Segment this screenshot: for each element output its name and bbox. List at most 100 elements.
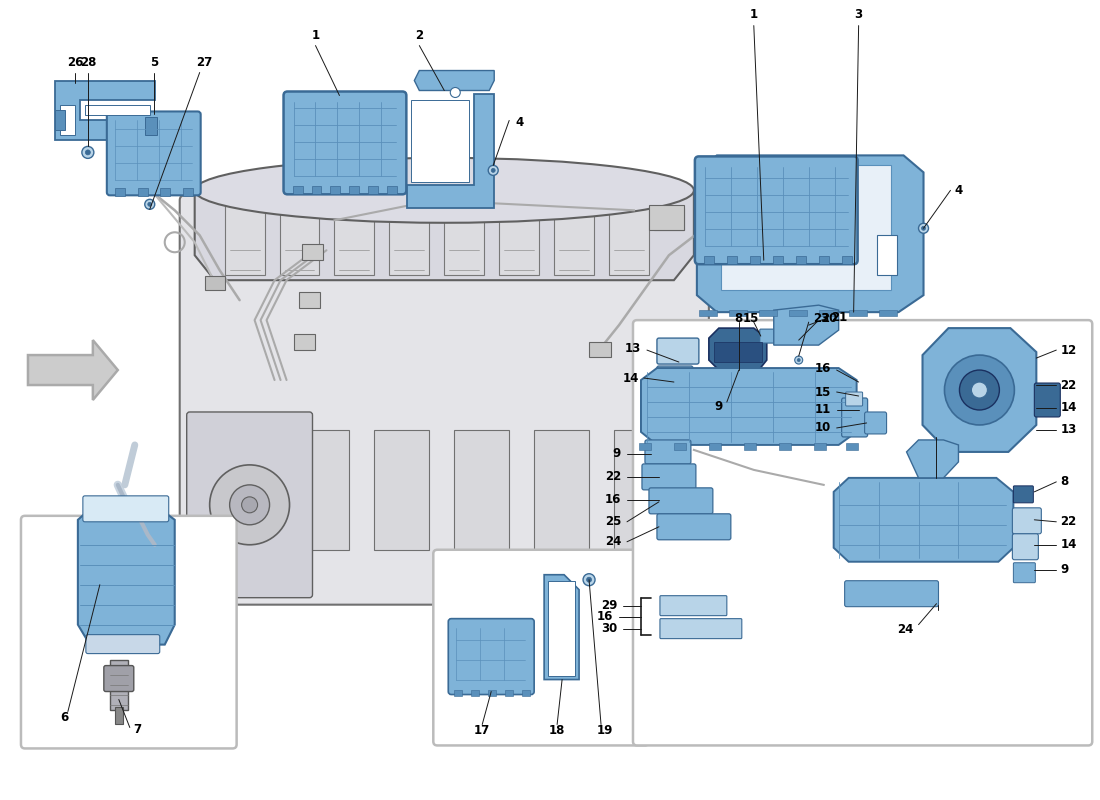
Bar	[374, 430, 429, 550]
Text: 20: 20	[821, 312, 837, 325]
FancyBboxPatch shape	[103, 666, 134, 691]
Polygon shape	[544, 574, 579, 679]
Bar	[727, 256, 737, 264]
FancyBboxPatch shape	[695, 156, 858, 264]
Bar	[750, 256, 760, 264]
Bar	[548, 581, 575, 675]
FancyBboxPatch shape	[1034, 383, 1060, 417]
Text: 16: 16	[814, 362, 830, 374]
Text: 23: 23	[813, 312, 829, 325]
FancyBboxPatch shape	[107, 111, 200, 195]
Polygon shape	[415, 70, 494, 90]
FancyBboxPatch shape	[632, 320, 1092, 746]
Polygon shape	[906, 440, 958, 478]
Polygon shape	[55, 81, 155, 141]
FancyBboxPatch shape	[865, 412, 887, 434]
Bar	[293, 186, 303, 194]
Bar	[879, 310, 896, 316]
Circle shape	[492, 168, 495, 172]
Text: 27: 27	[197, 55, 212, 69]
Text: 22: 22	[1060, 378, 1077, 391]
Bar	[814, 443, 826, 450]
Circle shape	[86, 150, 90, 155]
Text: 1225: 1225	[758, 452, 1059, 558]
Bar	[350, 186, 360, 194]
FancyBboxPatch shape	[86, 634, 160, 654]
Polygon shape	[28, 340, 118, 400]
Text: a passion for parts: a passion for parts	[330, 417, 649, 447]
FancyBboxPatch shape	[657, 514, 730, 540]
Text: 14: 14	[623, 371, 639, 385]
Bar	[488, 690, 496, 695]
Bar	[614, 430, 669, 550]
Circle shape	[488, 166, 498, 175]
FancyBboxPatch shape	[657, 338, 698, 364]
Text: 11: 11	[814, 403, 830, 417]
FancyBboxPatch shape	[187, 412, 312, 598]
FancyBboxPatch shape	[433, 550, 649, 746]
Text: 2: 2	[416, 29, 424, 42]
Text: 9: 9	[1060, 563, 1068, 576]
Bar	[877, 235, 896, 275]
FancyBboxPatch shape	[660, 596, 727, 616]
Circle shape	[242, 497, 257, 513]
Bar	[554, 190, 594, 275]
Bar	[471, 690, 480, 695]
Text: 22: 22	[605, 470, 621, 483]
Text: 16: 16	[605, 494, 621, 506]
Bar	[368, 186, 378, 194]
Circle shape	[145, 199, 155, 210]
Bar	[720, 166, 891, 290]
Text: 28: 28	[79, 55, 96, 69]
Bar	[744, 443, 756, 450]
Text: 14: 14	[1060, 402, 1077, 414]
Bar	[55, 110, 65, 130]
Circle shape	[794, 336, 803, 344]
Text: 25: 25	[605, 515, 621, 528]
Bar	[846, 443, 858, 450]
FancyBboxPatch shape	[1013, 562, 1035, 582]
Circle shape	[81, 146, 94, 158]
Text: 7: 7	[134, 723, 142, 736]
Text: 8: 8	[735, 312, 743, 325]
Bar	[714, 342, 762, 362]
Text: 1: 1	[311, 29, 320, 42]
FancyBboxPatch shape	[845, 581, 938, 606]
Circle shape	[583, 574, 595, 586]
FancyBboxPatch shape	[21, 516, 236, 749]
Text: 22: 22	[1060, 515, 1077, 528]
Bar	[505, 690, 514, 695]
Bar	[301, 244, 323, 260]
Circle shape	[922, 226, 925, 230]
Bar	[818, 256, 828, 264]
Circle shape	[586, 578, 592, 582]
Text: 30: 30	[601, 622, 617, 635]
Polygon shape	[708, 328, 767, 370]
Text: 29: 29	[601, 599, 617, 612]
Bar	[759, 310, 777, 316]
Text: 21: 21	[830, 310, 847, 324]
Text: 24: 24	[605, 535, 621, 548]
FancyBboxPatch shape	[657, 366, 693, 390]
Polygon shape	[697, 155, 924, 312]
Text: 6: 6	[59, 711, 68, 724]
Text: 4: 4	[955, 184, 962, 197]
Bar	[298, 292, 320, 308]
Text: 13: 13	[625, 342, 641, 354]
Bar	[214, 430, 270, 550]
Bar	[704, 256, 714, 264]
Bar	[114, 706, 123, 725]
Bar	[330, 186, 341, 194]
Circle shape	[971, 382, 988, 398]
Bar	[295, 430, 350, 550]
Bar	[654, 208, 684, 230]
Circle shape	[798, 358, 800, 362]
Bar	[85, 106, 150, 115]
Bar	[183, 188, 192, 196]
Bar	[145, 118, 156, 135]
Polygon shape	[834, 478, 1013, 562]
Text: 10: 10	[814, 422, 830, 434]
Bar	[789, 310, 806, 316]
Bar	[499, 190, 539, 275]
Bar	[842, 256, 851, 264]
